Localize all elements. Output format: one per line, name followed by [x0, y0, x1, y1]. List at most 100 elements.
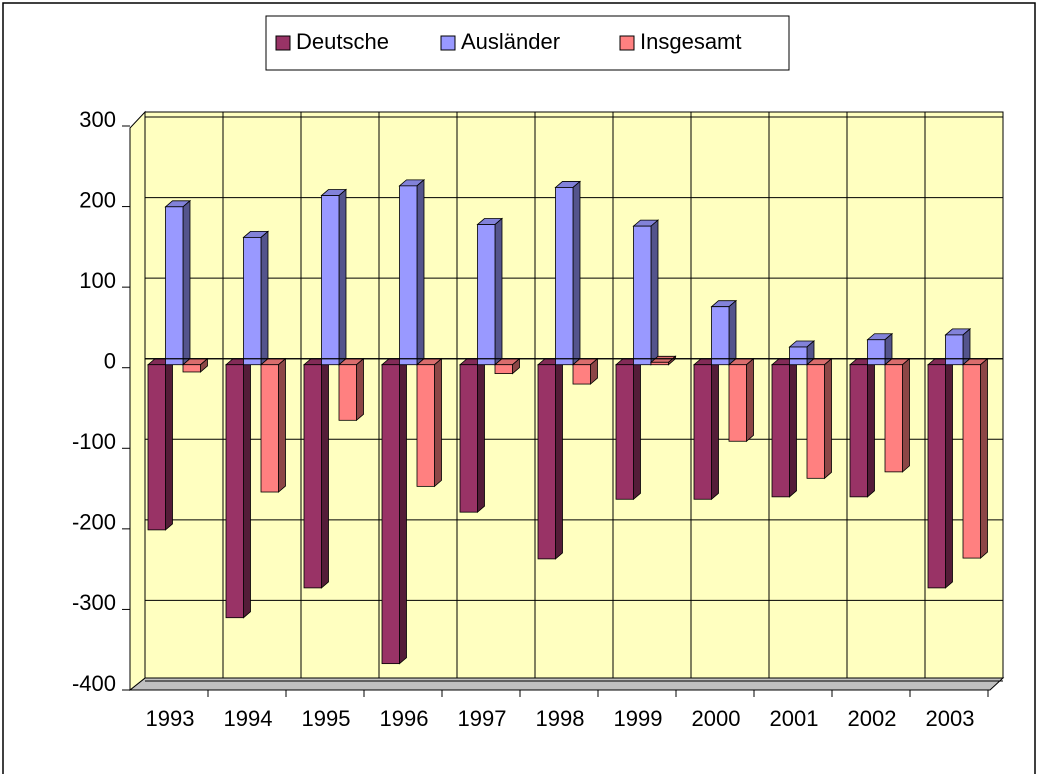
bar-side: [165, 357, 173, 531]
bar-front: [927, 364, 946, 589]
bar-side: [494, 217, 503, 366]
bar-front: [182, 364, 201, 373]
bar-side: [711, 357, 719, 501]
x-tick-label: 1998: [536, 706, 585, 731]
x-tick-label: 2003: [926, 706, 975, 731]
y-tick-label: 100: [79, 268, 116, 293]
bar-side: [260, 230, 269, 366]
bar: [571, 357, 599, 385]
bar-front: [147, 364, 166, 531]
bar: [164, 199, 192, 366]
bar-front: [243, 237, 262, 366]
bar: [458, 357, 486, 514]
bar-side: [338, 188, 347, 366]
bar: [961, 357, 989, 559]
bar: [788, 340, 816, 366]
bar: [536, 357, 564, 560]
bar-front: [399, 185, 418, 366]
bar: [614, 357, 642, 501]
bar-side: [572, 180, 581, 366]
bar-front: [555, 187, 574, 366]
side-wall: [129, 110, 146, 692]
legend-swatch: [275, 35, 291, 51]
x-tick-label: 2002: [848, 706, 897, 731]
bar: [848, 357, 876, 498]
x-tick-label: 1994: [224, 706, 273, 731]
x-tick-label: 2000: [692, 706, 741, 731]
bar-front: [459, 364, 478, 513]
legend-label: Insgesamt: [640, 29, 742, 54]
bar-front: [494, 364, 513, 374]
bar-side: [278, 357, 286, 493]
bar-side: [746, 357, 754, 443]
bar-front: [416, 364, 435, 487]
bar-side: [789, 357, 797, 498]
legend-box: [265, 15, 790, 71]
legend-label: Deutsche: [296, 29, 389, 54]
x-tick-label: 1995: [302, 706, 351, 731]
bar-front: [728, 364, 747, 442]
legend-swatch: [440, 35, 456, 51]
bar: [476, 217, 504, 366]
bar-side: [416, 178, 425, 366]
x-tick-label: 1996: [380, 706, 429, 731]
bar-front: [615, 364, 634, 500]
bar-front: [338, 364, 357, 421]
bar: [866, 332, 894, 366]
bar-side: [356, 357, 364, 422]
bar: [380, 357, 408, 665]
bar-front: [945, 334, 964, 366]
bar: [224, 357, 252, 619]
bar-side: [182, 199, 191, 366]
bar-side: [980, 357, 988, 559]
y-tick-label: -200: [72, 510, 116, 535]
bar-front: [381, 364, 400, 665]
bar-front: [537, 364, 556, 560]
bar-front: [650, 361, 669, 366]
bar: [554, 180, 582, 366]
bar: [398, 178, 426, 366]
bar-side: [902, 357, 910, 473]
bar-front: [572, 364, 591, 385]
bar-side: [434, 357, 442, 488]
y-tick-label: 200: [79, 187, 116, 212]
x-tick-label: 2001: [770, 706, 819, 731]
bar-front: [884, 364, 903, 473]
bar-side: [945, 357, 953, 589]
bar-front: [771, 364, 790, 498]
bar-front: [321, 195, 340, 366]
y-tick-label: -400: [72, 671, 116, 696]
bar-side: [867, 357, 875, 498]
bar: [337, 357, 365, 422]
bar: [805, 357, 833, 480]
bar: [320, 188, 348, 366]
bar: [770, 357, 798, 498]
bar-front: [806, 364, 825, 479]
x-tick-label: 1993: [146, 706, 195, 731]
bar-front: [633, 225, 652, 366]
bar-front: [867, 339, 886, 366]
bar-front: [303, 364, 322, 589]
bar-front: [477, 224, 496, 366]
bar: [242, 230, 270, 366]
bar: [259, 357, 287, 493]
bar: [883, 357, 911, 473]
bar-side: [650, 219, 659, 366]
bar-side: [321, 357, 329, 589]
bar-front: [693, 364, 712, 500]
bar: [146, 357, 174, 531]
bar: [727, 357, 755, 443]
y-tick-label: 300: [79, 107, 116, 132]
bar: [926, 357, 954, 589]
x-tick-label: 1999: [614, 706, 663, 731]
bar: [944, 328, 972, 366]
bar-front: [711, 306, 730, 366]
bar-front: [962, 364, 981, 559]
bar-side: [477, 357, 485, 514]
legend-label: Ausländer: [461, 29, 560, 54]
bar: [415, 357, 443, 488]
bar-side: [824, 357, 832, 480]
floor: [128, 677, 1005, 691]
